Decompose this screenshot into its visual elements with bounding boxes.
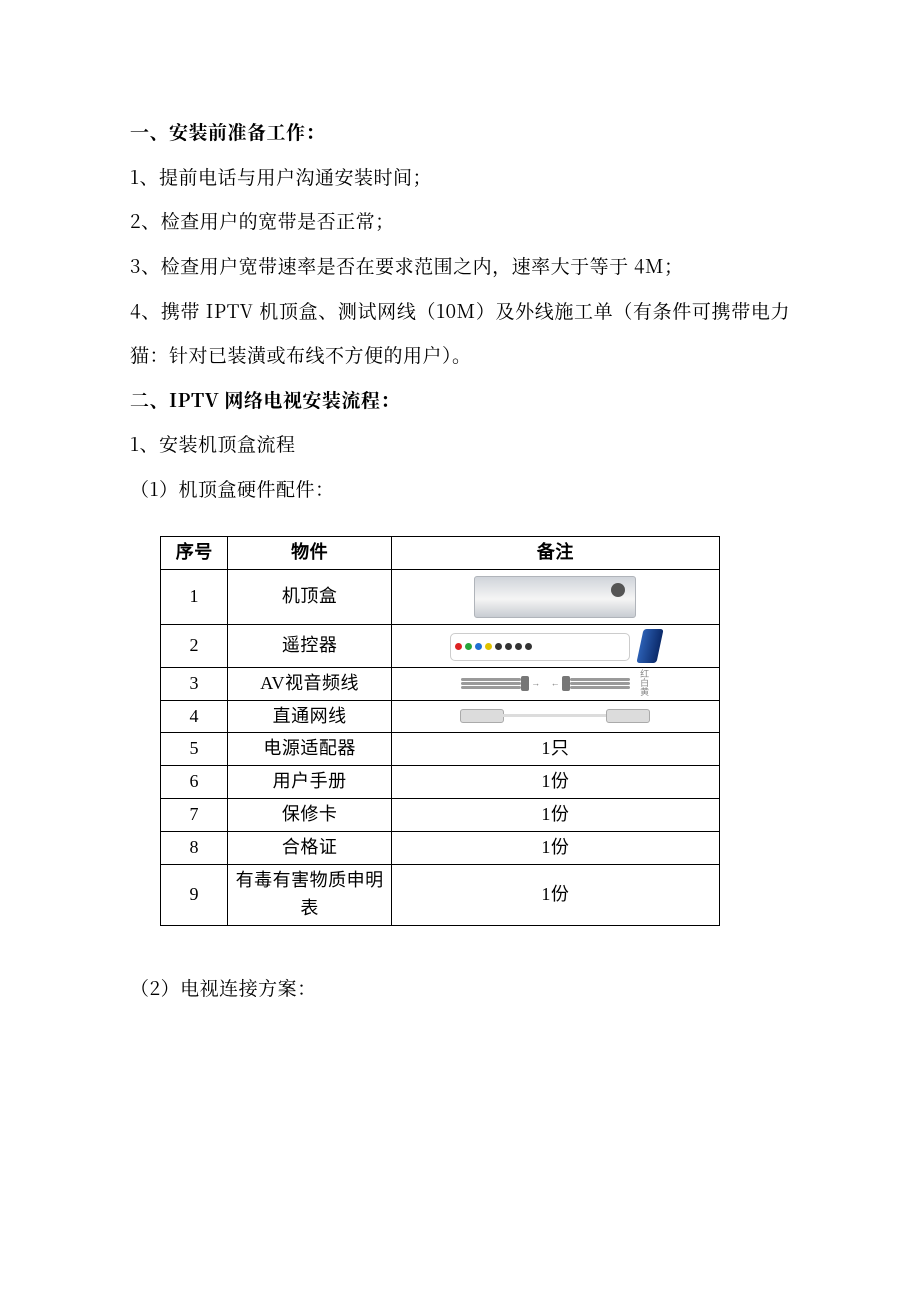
cell-no: 3 xyxy=(161,667,228,700)
cell-note xyxy=(391,700,719,733)
section1-item-2: 2、检查用户的宽带是否正常； xyxy=(130,199,790,244)
section1-item-4: 4、携带 IPTV 机顶盒、测试网线（10M）及外线施工单（有条件可携带电力猫：… xyxy=(130,289,790,378)
table-row: 8合格证1份 xyxy=(161,832,720,865)
cell-no: 8 xyxy=(161,832,228,865)
section2-sub1: 1、安装机顶盒流程 xyxy=(130,422,790,467)
cell-note: 1只 xyxy=(391,733,719,766)
cell-no: 6 xyxy=(161,766,228,799)
cell-note: →←红 白 黄 xyxy=(391,667,719,700)
cell-note: 1份 xyxy=(391,799,719,832)
cell-note: 1份 xyxy=(391,832,719,865)
section2-sub1-1: （1）机顶盒硬件配件： xyxy=(130,467,790,512)
section2-heading: 二、IPTV 网络电视安装流程： xyxy=(130,378,790,423)
section1-item-3: 3、检查用户宽带速率是否在要求范围之内，速率大于等于 4M； xyxy=(130,244,790,289)
cell-no: 7 xyxy=(161,799,228,832)
cell-item: 有毒有害物质申明表 xyxy=(228,865,391,926)
ethernet-cable-icon xyxy=(460,706,650,726)
cell-no: 9 xyxy=(161,865,228,926)
table-row: 1机顶盒 xyxy=(161,569,720,624)
table-row: 2遥控器 xyxy=(161,624,720,667)
remote-icon xyxy=(450,629,660,663)
section1-heading: 一、安装前准备工作： xyxy=(130,110,790,155)
table-row: 6用户手册1份 xyxy=(161,766,720,799)
th-note: 备注 xyxy=(391,536,719,569)
hardware-table-wrap: 序号 物件 备注 1机顶盒2遥控器3AV视音频线 →←红 白 黄 4直通网线5电源适… xyxy=(160,536,790,926)
cell-note: 1份 xyxy=(391,865,719,926)
table-body: 1机顶盒2遥控器3AV视音频线→←红 白 黄4直通网线5电源适配器1只6用户手册… xyxy=(161,569,720,925)
cell-item: 电源适配器 xyxy=(228,733,391,766)
table-row: 3AV视音频线 →←红 白 黄 xyxy=(161,667,720,700)
cell-item: 机顶盒 xyxy=(228,569,391,624)
cell-no: 5 xyxy=(161,733,228,766)
table-row: 5电源适配器1只 xyxy=(161,733,720,766)
cell-item: 保修卡 xyxy=(228,799,391,832)
section1-item-1: 1、提前电话与用户沟通安装时间； xyxy=(130,155,790,200)
cell-item: 合格证 xyxy=(228,832,391,865)
cell-note xyxy=(391,569,719,624)
table-row: 9有毒有害物质申明表1份 xyxy=(161,865,720,926)
section2-sub1-2: （2）电视连接方案： xyxy=(130,966,790,1011)
th-item: 物件 xyxy=(228,536,391,569)
settopbox-icon xyxy=(474,576,636,618)
th-no: 序号 xyxy=(161,536,228,569)
cell-no: 2 xyxy=(161,624,228,667)
cell-item: AV视音频线 xyxy=(228,667,391,700)
av-cable-icon: →←红 白 黄 xyxy=(445,674,665,694)
cell-note xyxy=(391,624,719,667)
cell-no: 1 xyxy=(161,569,228,624)
cell-item: 直通网线 xyxy=(228,700,391,733)
cell-item: 遥控器 xyxy=(228,624,391,667)
cell-item: 用户手册 xyxy=(228,766,391,799)
cell-note: 1份 xyxy=(391,766,719,799)
table-row: 7保修卡1份 xyxy=(161,799,720,832)
table-header-row: 序号 物件 备注 xyxy=(161,536,720,569)
cell-no: 4 xyxy=(161,700,228,733)
table-row: 4直通网线 xyxy=(161,700,720,733)
hardware-table: 序号 物件 备注 1机顶盒2遥控器3AV视音频线 →←红 白 黄 4直通网线5电源适… xyxy=(160,536,720,926)
document-page: 一、安装前准备工作： 1、提前电话与用户沟通安装时间； 2、检查用户的宽带是否正… xyxy=(0,0,920,1090)
